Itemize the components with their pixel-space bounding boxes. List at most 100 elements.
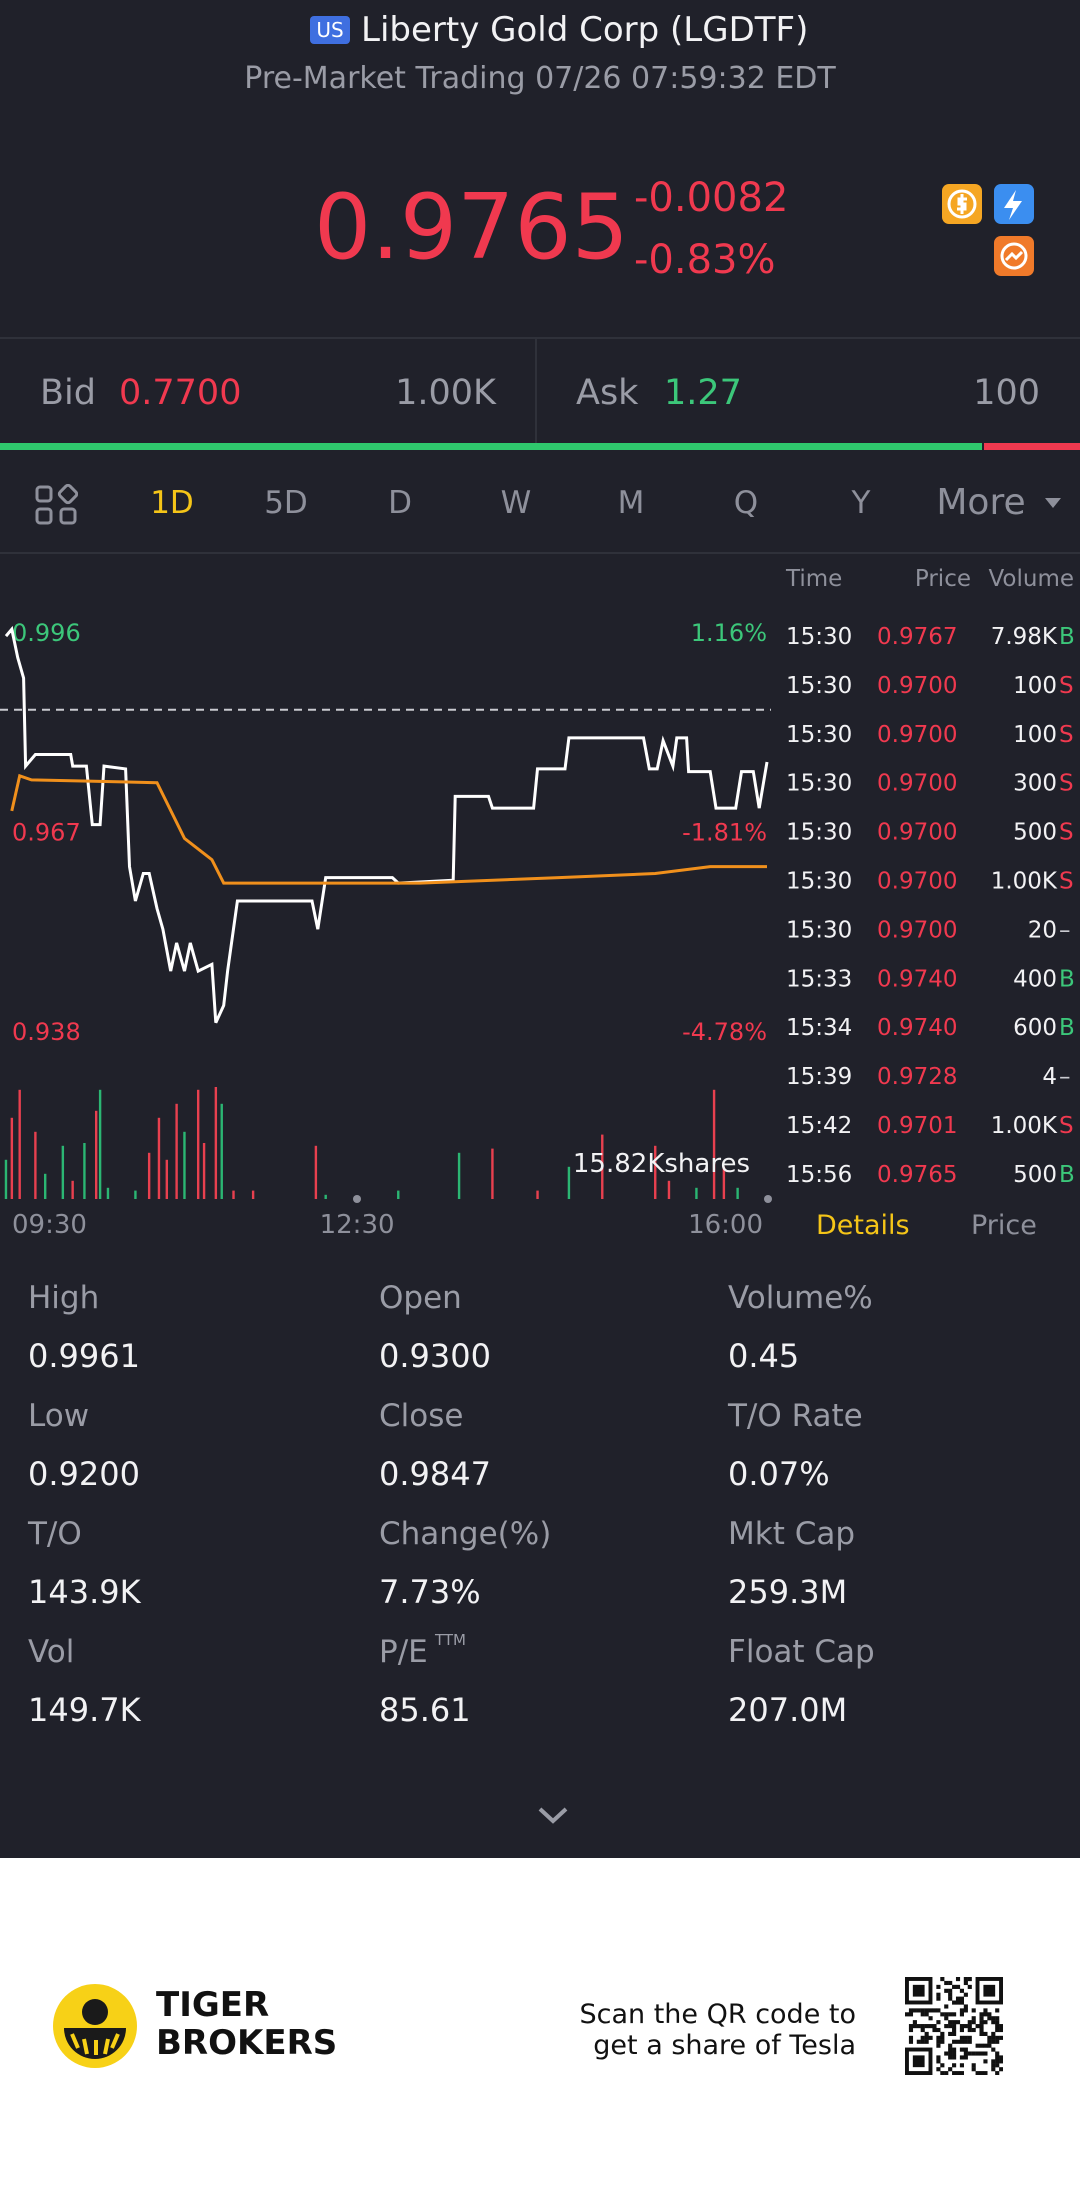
qr-cell [952,2055,957,2060]
qr-cell [955,2020,961,2025]
price-line [10,773,767,885]
qr-cell [955,1984,961,1989]
stat-label: Volume% [728,1280,873,1316]
qr-cell [991,2035,996,2040]
qr-cell [936,2055,941,2060]
trade-price: 0.9740 [877,1015,957,1041]
qr-cell [959,2071,964,2075]
volume-bar [457,1152,461,1199]
qr-cell [920,2027,925,2033]
qr-cell [959,2047,964,2052]
qr-cell [920,2008,925,2013]
volume-bar [183,1131,186,1199]
qr-cell [999,2059,1003,2064]
qr-cell [948,2012,953,2017]
qr-cell [979,2051,984,2056]
qr-cell [924,2031,929,2036]
qr-cell [932,2008,937,2013]
qr-cell [952,2047,957,2052]
period-tab[interactable]: Q [733,485,759,521]
period-tab[interactable]: W [500,485,532,521]
qr-code[interactable] [905,1977,1003,2075]
trade-side: – [1059,917,1071,943]
volume-bar [98,1089,102,1199]
period-tab[interactable]: More [936,482,1026,523]
qr-cell [936,2027,941,2033]
volume-bar [165,1159,169,1199]
qr-cell [975,2051,980,2056]
volume-bar [147,1152,151,1199]
trade-time: 15:30 [786,917,852,943]
qr-cell [952,2051,957,2056]
qr-cell [999,2055,1003,2060]
period-tab[interactable]: 1D [150,485,194,521]
volume-bar [567,1166,571,1199]
quote-icons[interactable] [940,180,1050,284]
qr-cell [940,2039,945,2044]
qr-cell [916,2008,921,2013]
qr-cell [999,2035,1003,2040]
trade-price: 0.9701 [877,1113,957,1139]
volume-bar [106,1187,110,1199]
qr-cell [991,2047,996,2052]
qr-cell [948,1988,953,1993]
period-tab[interactable]: M [617,485,645,521]
qr-cell [908,2008,914,2013]
qr-cell [940,2063,945,2068]
qr-cell [924,2024,929,2029]
qr-cell [920,2024,925,2029]
qr-cell [963,2035,968,2040]
qr-cell [987,2016,992,2021]
qr-cell [952,2071,957,2075]
period-tab[interactable]: 5D [264,485,308,521]
table-header: Volume [988,566,1074,592]
qr-cell [991,2067,996,2072]
qr-cell [995,2024,1000,2029]
qr-cell [912,2024,917,2029]
qr-cell [959,2055,964,2060]
qr-cell [995,2051,1000,2056]
panel-tab[interactable]: Details [816,1210,910,1241]
volume-bar [722,1166,726,1199]
volume-bar [491,1148,494,1199]
stat-label: Vol [28,1634,75,1670]
trade-volume: 20 [1028,917,1057,943]
divider [0,337,1080,339]
stat-value: 7.73% [379,1573,481,1611]
volume-bar [314,1145,318,1199]
trade-price: 0.9728 [877,1064,957,1090]
trade-volume: 500 [1013,820,1057,846]
trade-volume: 500 [1013,1162,1057,1188]
price-line [4,625,769,1024]
qr-cell [975,2071,980,2075]
panel-tab[interactable]: Price [971,1210,1037,1241]
qr-cell [936,1996,941,2001]
trade-side: – [1059,1064,1071,1090]
volume-bar [214,1087,218,1199]
qr-cell [952,2027,957,2033]
period-tab[interactable]: D [388,485,412,521]
qr-cell [971,2008,976,2013]
qr-cell [908,2012,914,2017]
volume-bar [196,1089,200,1199]
qr-cell [948,2024,953,2029]
market-badge: US [310,16,350,44]
layout-icon[interactable] [34,484,78,526]
qr-cell [995,2071,1000,2075]
volume-bar [695,1187,698,1199]
stat-value: 259.3M [728,1573,848,1611]
qr-cell [995,2020,1000,2025]
qr-cell [912,2020,917,2025]
expand-chevron[interactable] [536,1804,570,1826]
qr-cell [948,2031,953,2036]
trade-volume: 4 [1042,1064,1057,1090]
dark-panel [0,0,1080,1858]
qr-cell [936,2043,941,2048]
period-tab[interactable]: Y [851,485,871,521]
qr-cell [979,2043,984,2048]
dropdown-arrow[interactable] [1044,496,1062,510]
trade-side: S [1059,673,1074,699]
qr-cell [963,1980,968,1986]
trade-time: 15:30 [786,869,852,895]
brand-logo [53,1984,137,2068]
